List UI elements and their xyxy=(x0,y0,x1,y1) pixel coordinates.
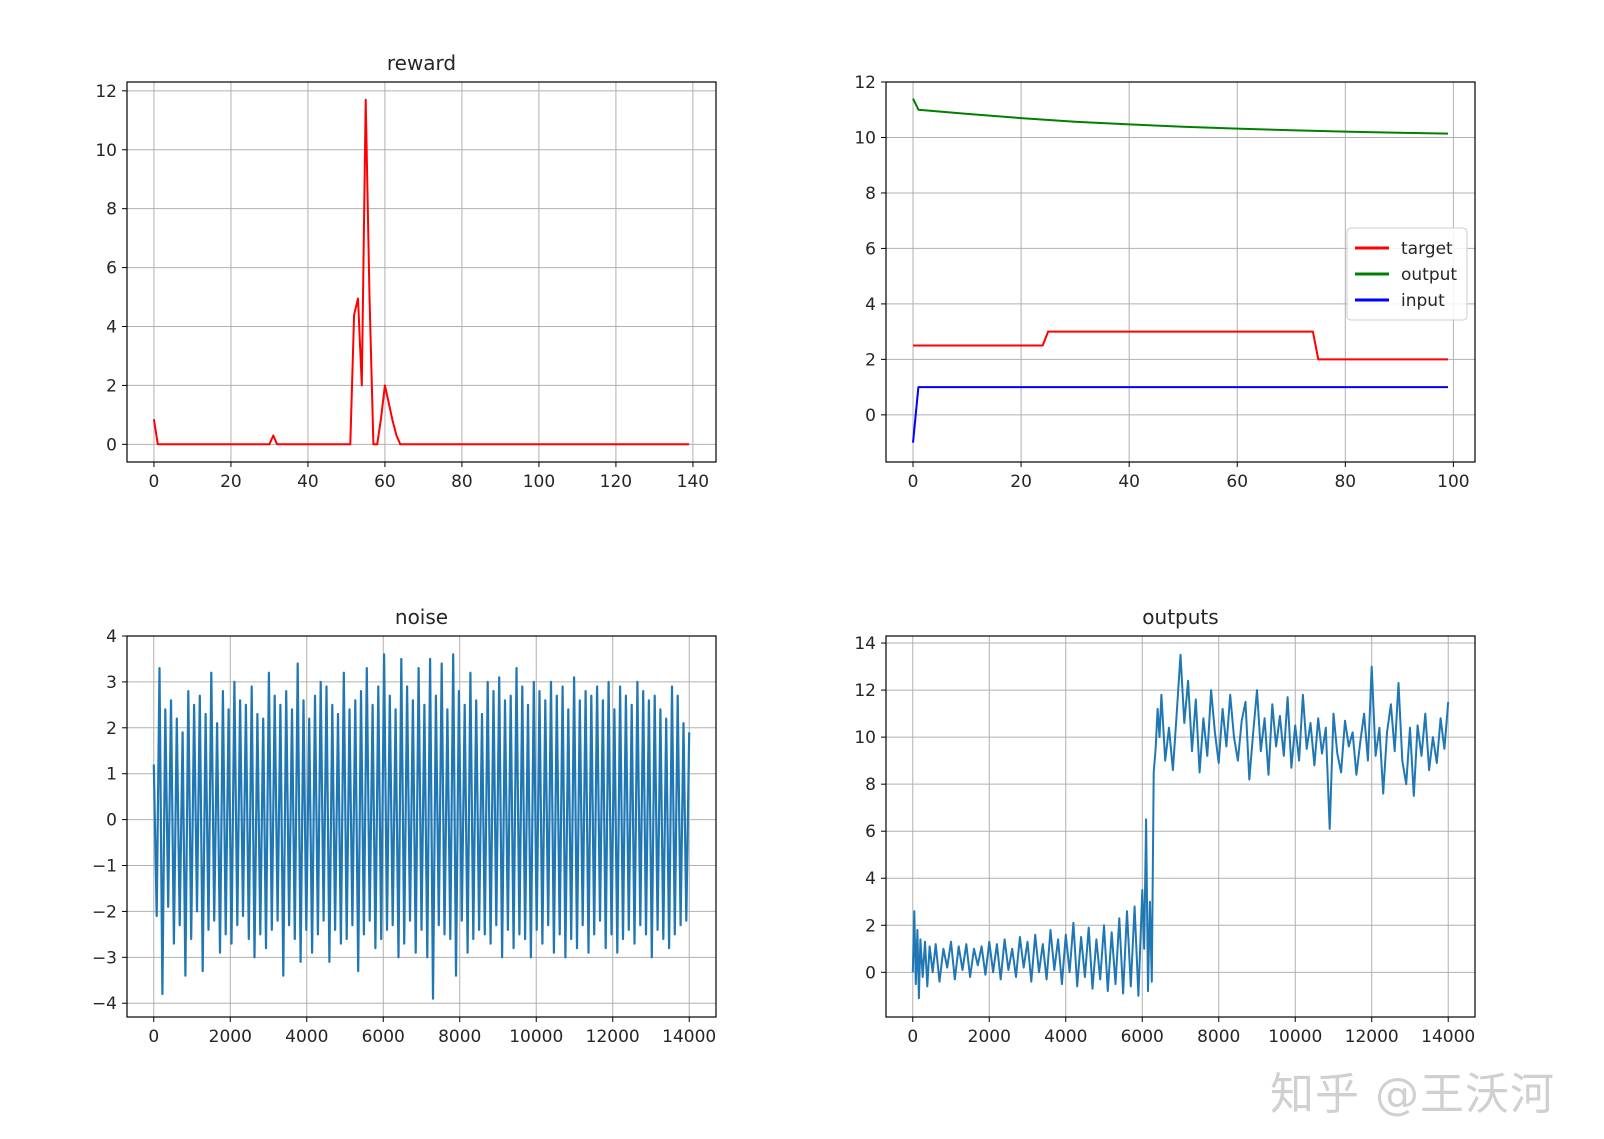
series-line xyxy=(911,653,1450,1000)
y-tick-label: 4 xyxy=(106,317,117,337)
y-tick-label: 10 xyxy=(95,141,117,161)
y-tick-label: −2 xyxy=(92,902,117,922)
chart-title: outputs xyxy=(1142,605,1218,629)
x-tick-label: 12000 xyxy=(586,1027,640,1047)
x-tick-label: 60 xyxy=(374,472,396,492)
y-tick-label: −1 xyxy=(92,857,117,877)
x-tick-label: 2000 xyxy=(209,1027,252,1047)
x-tick-label: 4000 xyxy=(1044,1027,1087,1047)
y-tick-label: 10 xyxy=(854,728,876,748)
series-line-target xyxy=(913,330,1448,361)
chart-title: noise xyxy=(395,605,448,629)
y-tick-label: 10 xyxy=(854,128,876,148)
x-tick-label: 14000 xyxy=(1421,1027,1475,1047)
y-tick-label: 2 xyxy=(106,719,117,739)
axes-frame xyxy=(885,81,1476,463)
series-line-output xyxy=(912,98,1449,135)
y-tick-label: −4 xyxy=(92,994,117,1014)
outputs-chart: 0 2000 4000 6000 8000 10000 12000 14000 0 2 4 6 8 10 1… xyxy=(854,605,1476,1047)
y-tick-label: −3 xyxy=(92,948,117,968)
x-tick-label: 40 xyxy=(1118,472,1140,492)
x-tick-label: 6000 xyxy=(1121,1027,1164,1047)
legend-label-output: output xyxy=(1401,265,1457,285)
legend-label-target: target xyxy=(1401,239,1453,259)
x-tick-label: 100 xyxy=(523,472,555,492)
y-tick-label: 2 xyxy=(865,350,876,370)
x-tick-label: 4000 xyxy=(285,1027,328,1047)
x-tick-label: 40 xyxy=(297,472,319,492)
x-tick-label: 10000 xyxy=(509,1027,563,1047)
x-tick-label: 8000 xyxy=(438,1027,481,1047)
x-tick-label: 80 xyxy=(451,472,473,492)
x-tick-label: 0 xyxy=(907,1027,918,1047)
y-tick-label: 12 xyxy=(854,681,876,701)
y-tick-label: 6 xyxy=(865,822,876,842)
axes-frame xyxy=(126,635,717,1018)
y-tick-label: 3 xyxy=(106,673,117,693)
axes-frame xyxy=(126,81,717,463)
x-tick-label: 6000 xyxy=(362,1027,405,1047)
x-tick-label: 80 xyxy=(1334,472,1356,492)
x-tick-label: 100 xyxy=(1437,472,1469,492)
x-tick-label: 10000 xyxy=(1268,1027,1322,1047)
x-tick-label: 140 xyxy=(677,472,709,492)
series-line-input xyxy=(912,386,1448,443)
y-tick-label: 8 xyxy=(106,200,117,220)
x-tick-label: 20 xyxy=(1010,472,1032,492)
y-tick-label: 4 xyxy=(865,295,876,315)
series-line xyxy=(152,653,691,1000)
y-tick-label: 2 xyxy=(865,916,876,936)
axes-frame xyxy=(885,635,1476,1018)
y-tick-label: 14 xyxy=(854,634,876,654)
x-tick-label: 2000 xyxy=(968,1027,1011,1047)
x-tick-label: 8000 xyxy=(1197,1027,1240,1047)
y-tick-label: 4 xyxy=(865,869,876,889)
y-tick-label: 4 xyxy=(106,627,117,647)
y-tick-label: 0 xyxy=(865,406,876,426)
y-tick-label: 8 xyxy=(865,775,876,795)
watermark-text: 知乎 @王沃河 xyxy=(1270,1069,1555,1120)
x-tick-label: 0 xyxy=(149,472,160,492)
y-tick-label: 0 xyxy=(106,435,117,455)
series-line xyxy=(152,98,690,446)
y-tick-label: 1 xyxy=(106,765,117,785)
x-tick-label: 0 xyxy=(148,1027,159,1047)
y-tick-label: 12 xyxy=(854,73,876,93)
y-tick-label: 6 xyxy=(106,259,117,279)
y-tick-label: 0 xyxy=(106,811,117,831)
y-tick-label: 0 xyxy=(865,963,876,983)
x-tick-label: 120 xyxy=(600,472,632,492)
chart-title: reward xyxy=(387,51,456,75)
noise-chart: 0 2000 4000 6000 8000 10000 12000 14000 −4 −3 −2 −1… xyxy=(92,605,717,1047)
x-tick-label: 20 xyxy=(220,472,242,492)
y-tick-label: 8 xyxy=(865,184,876,204)
legend-box xyxy=(1346,227,1468,321)
x-tick-label: 60 xyxy=(1226,472,1248,492)
y-tick-label: 2 xyxy=(106,376,117,396)
x-tick-label: 14000 xyxy=(662,1027,716,1047)
y-tick-label: 6 xyxy=(865,239,876,259)
y-tick-label: 12 xyxy=(95,82,117,102)
target-output-input-chart: 0 20 40 60 80 100 0 2 4 6 8 10 12 target output input xyxy=(854,73,1476,492)
reward-chart: 0 20 40 60 80 100 120 140 0 2 4 6 8 10 12 reward xyxy=(95,51,717,492)
legend-label-input: input xyxy=(1401,291,1445,311)
x-tick-label: 12000 xyxy=(1345,1027,1399,1047)
x-tick-label: 0 xyxy=(908,472,919,492)
